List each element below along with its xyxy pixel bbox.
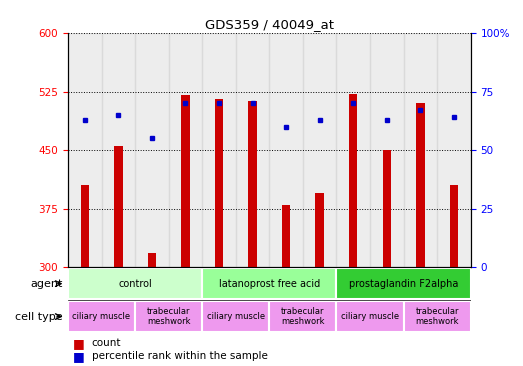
Bar: [336, 268, 471, 299]
Bar: [114, 146, 122, 267]
Bar: [370, 33, 404, 267]
Bar: [68, 33, 101, 267]
Bar: [181, 96, 190, 267]
Bar: [68, 301, 135, 332]
Bar: [215, 99, 223, 267]
Bar: [202, 33, 236, 267]
Text: ciliary muscle: ciliary muscle: [73, 312, 131, 321]
Text: agent: agent: [30, 279, 63, 289]
Bar: [236, 33, 269, 267]
Text: ■: ■: [73, 337, 85, 350]
Text: latanoprost free acid: latanoprost free acid: [219, 279, 320, 289]
Text: control: control: [118, 279, 152, 289]
Bar: [269, 301, 336, 332]
Bar: [349, 94, 357, 267]
Text: GDS359 / 40049_at: GDS359 / 40049_at: [205, 18, 334, 31]
Bar: [450, 185, 458, 267]
Bar: [336, 301, 404, 332]
Text: count: count: [92, 338, 121, 348]
Bar: [437, 33, 471, 267]
Text: prostaglandin F2alpha: prostaglandin F2alpha: [349, 279, 458, 289]
Text: ciliary muscle: ciliary muscle: [341, 312, 399, 321]
Bar: [315, 193, 324, 267]
Bar: [269, 33, 303, 267]
Bar: [68, 268, 202, 299]
Bar: [383, 150, 391, 267]
Bar: [101, 33, 135, 267]
Bar: [248, 101, 257, 267]
Bar: [147, 253, 156, 267]
Bar: [135, 301, 202, 332]
Bar: [135, 33, 168, 267]
Text: ciliary muscle: ciliary muscle: [207, 312, 265, 321]
Bar: [81, 185, 89, 267]
Bar: [416, 103, 425, 267]
Bar: [404, 33, 437, 267]
Text: percentile rank within the sample: percentile rank within the sample: [92, 351, 267, 362]
Bar: [202, 268, 336, 299]
Text: cell type: cell type: [15, 311, 63, 322]
Text: trabecular
meshwork: trabecular meshwork: [415, 307, 459, 326]
Text: trabecular
meshwork: trabecular meshwork: [147, 307, 190, 326]
Bar: [202, 301, 269, 332]
Bar: [303, 33, 336, 267]
Bar: [168, 33, 202, 267]
Text: trabecular
meshwork: trabecular meshwork: [281, 307, 325, 326]
Text: ■: ■: [73, 350, 85, 363]
Bar: [404, 301, 471, 332]
Bar: [336, 33, 370, 267]
Bar: [282, 205, 290, 267]
